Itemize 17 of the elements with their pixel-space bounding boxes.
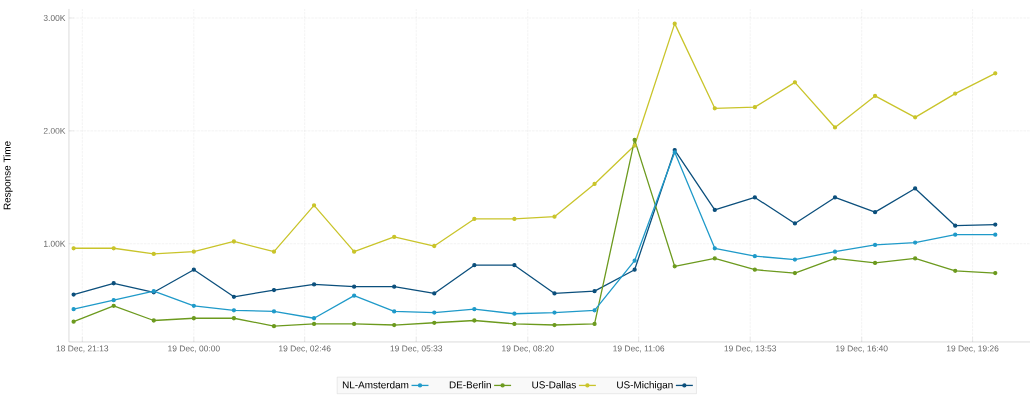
x-tick-label: 19 Dec, 11:06: [613, 345, 665, 353]
x-tick-label: 19 Dec, 16:40: [836, 345, 888, 353]
legend-label: DE-Berlin: [449, 381, 491, 389]
y-axis-title: Response Time: [3, 141, 13, 210]
legend-label: NL-Amsterdam: [342, 381, 409, 389]
y-tick-label: 2.00K: [43, 128, 66, 134]
legend-label: US-Dallas: [532, 381, 576, 389]
x-tick-label: 19 Dec, 19:26: [946, 345, 999, 353]
x-tick-label: 19 Dec, 00:00: [168, 345, 220, 353]
x-tick-label: 19 Dec, 05:33: [390, 345, 443, 353]
x-tick-label: 19 Dec, 08:20: [502, 345, 554, 353]
x-tick-label: 18 Dec, 21:13: [56, 345, 109, 353]
x-tick-label: 19 Dec, 13:53: [724, 345, 777, 353]
x-tick-label: 19 Dec, 02:46: [279, 345, 331, 353]
y-tick-label: 1.00K: [44, 240, 66, 247]
legend-label: US-Michigan: [617, 381, 673, 391]
y-tick-label: 3.00K: [43, 15, 66, 22]
